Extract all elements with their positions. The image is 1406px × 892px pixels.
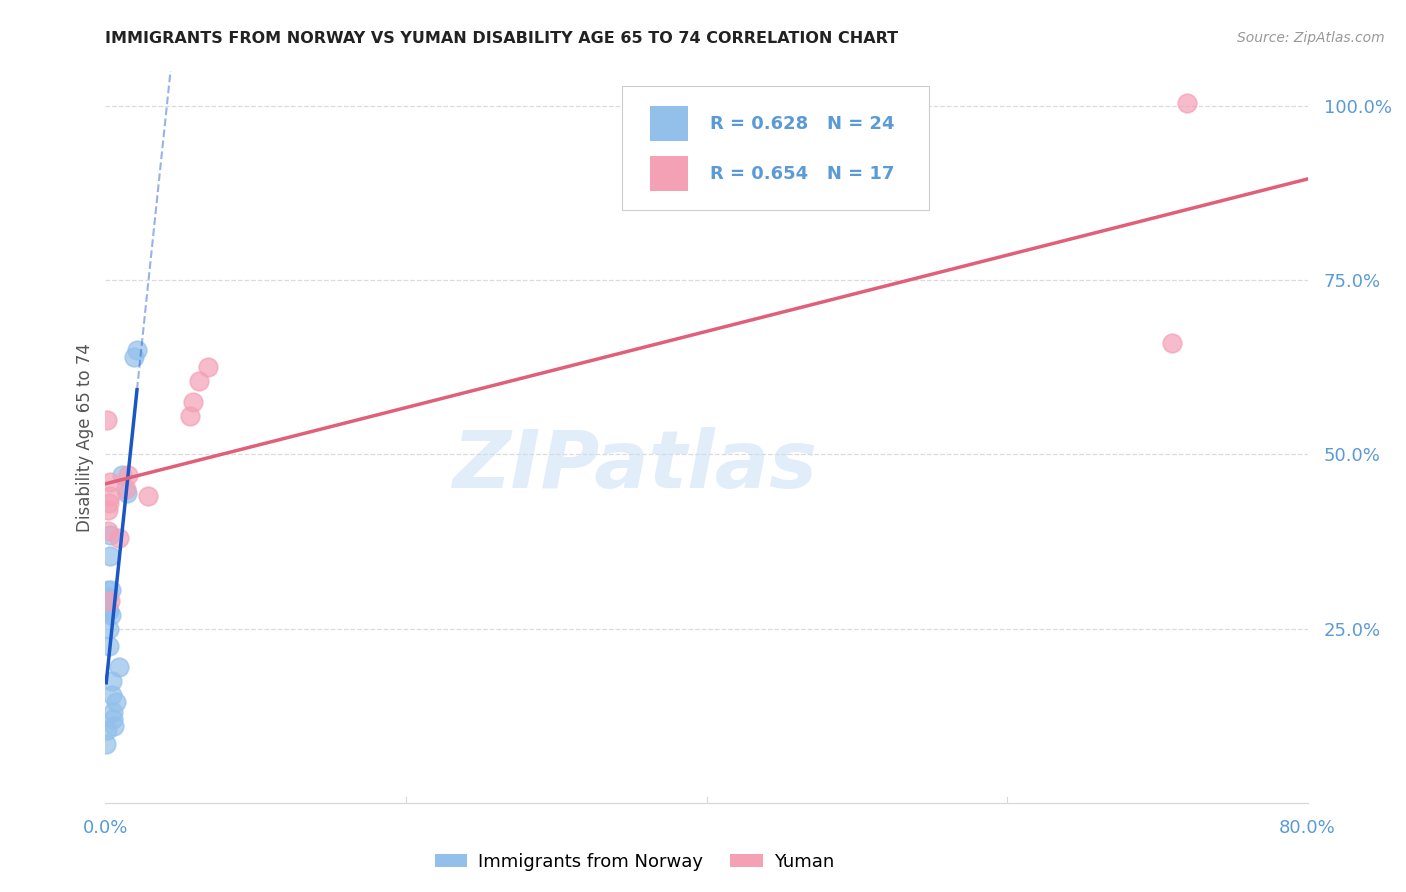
Point [98,594,121,608]
Point [101,673,124,688]
Text: Source: ZipAtlas.com: Source: ZipAtlas.com [1237,31,1385,45]
FancyBboxPatch shape [623,86,929,211]
Point [97,496,120,510]
Point [122,350,145,364]
FancyBboxPatch shape [650,106,689,141]
Point [97,591,120,605]
Point [103,712,125,726]
Point [117,468,139,483]
FancyBboxPatch shape [650,156,689,192]
Point [98,549,121,563]
Point [97,583,120,598]
Point [197,360,219,375]
Text: IMMIGRANTS FROM NORWAY VS YUMAN DISABILITY AGE 65 TO 74 CORRELATION CHART: IMMIGRANTS FROM NORWAY VS YUMAN DISABILI… [105,31,898,46]
Point [98,475,121,490]
Point [108,660,131,674]
Point [96,412,118,426]
Point [136,489,159,503]
Point [96,737,118,751]
Text: R = 0.628   N = 24: R = 0.628 N = 24 [710,114,894,133]
Legend: Immigrants from Norway, Yuman: Immigrants from Norway, Yuman [427,846,841,878]
Point [115,485,138,500]
Point [1175,95,1198,110]
Point [181,395,204,409]
Point [97,604,120,618]
Point [97,503,120,517]
Point [101,705,124,719]
Point [97,524,120,538]
Point [125,343,148,357]
Point [111,468,134,483]
Text: ZIPatlas: ZIPatlas [451,427,817,506]
Point [103,719,125,733]
Point [97,600,120,615]
Point [179,409,201,424]
Point [100,583,122,598]
Point [108,531,131,545]
Point [98,639,121,653]
Point [96,723,118,737]
Point [97,604,120,618]
Point [98,527,121,541]
Point [100,607,122,622]
Point [98,622,121,636]
Point [1161,336,1184,351]
Point [104,695,127,709]
Point [98,489,121,503]
Point [115,483,138,497]
Point [100,688,122,702]
Y-axis label: Disability Age 65 to 74: Disability Age 65 to 74 [76,343,94,532]
Point [187,375,209,389]
Text: R = 0.654   N = 17: R = 0.654 N = 17 [710,165,894,183]
